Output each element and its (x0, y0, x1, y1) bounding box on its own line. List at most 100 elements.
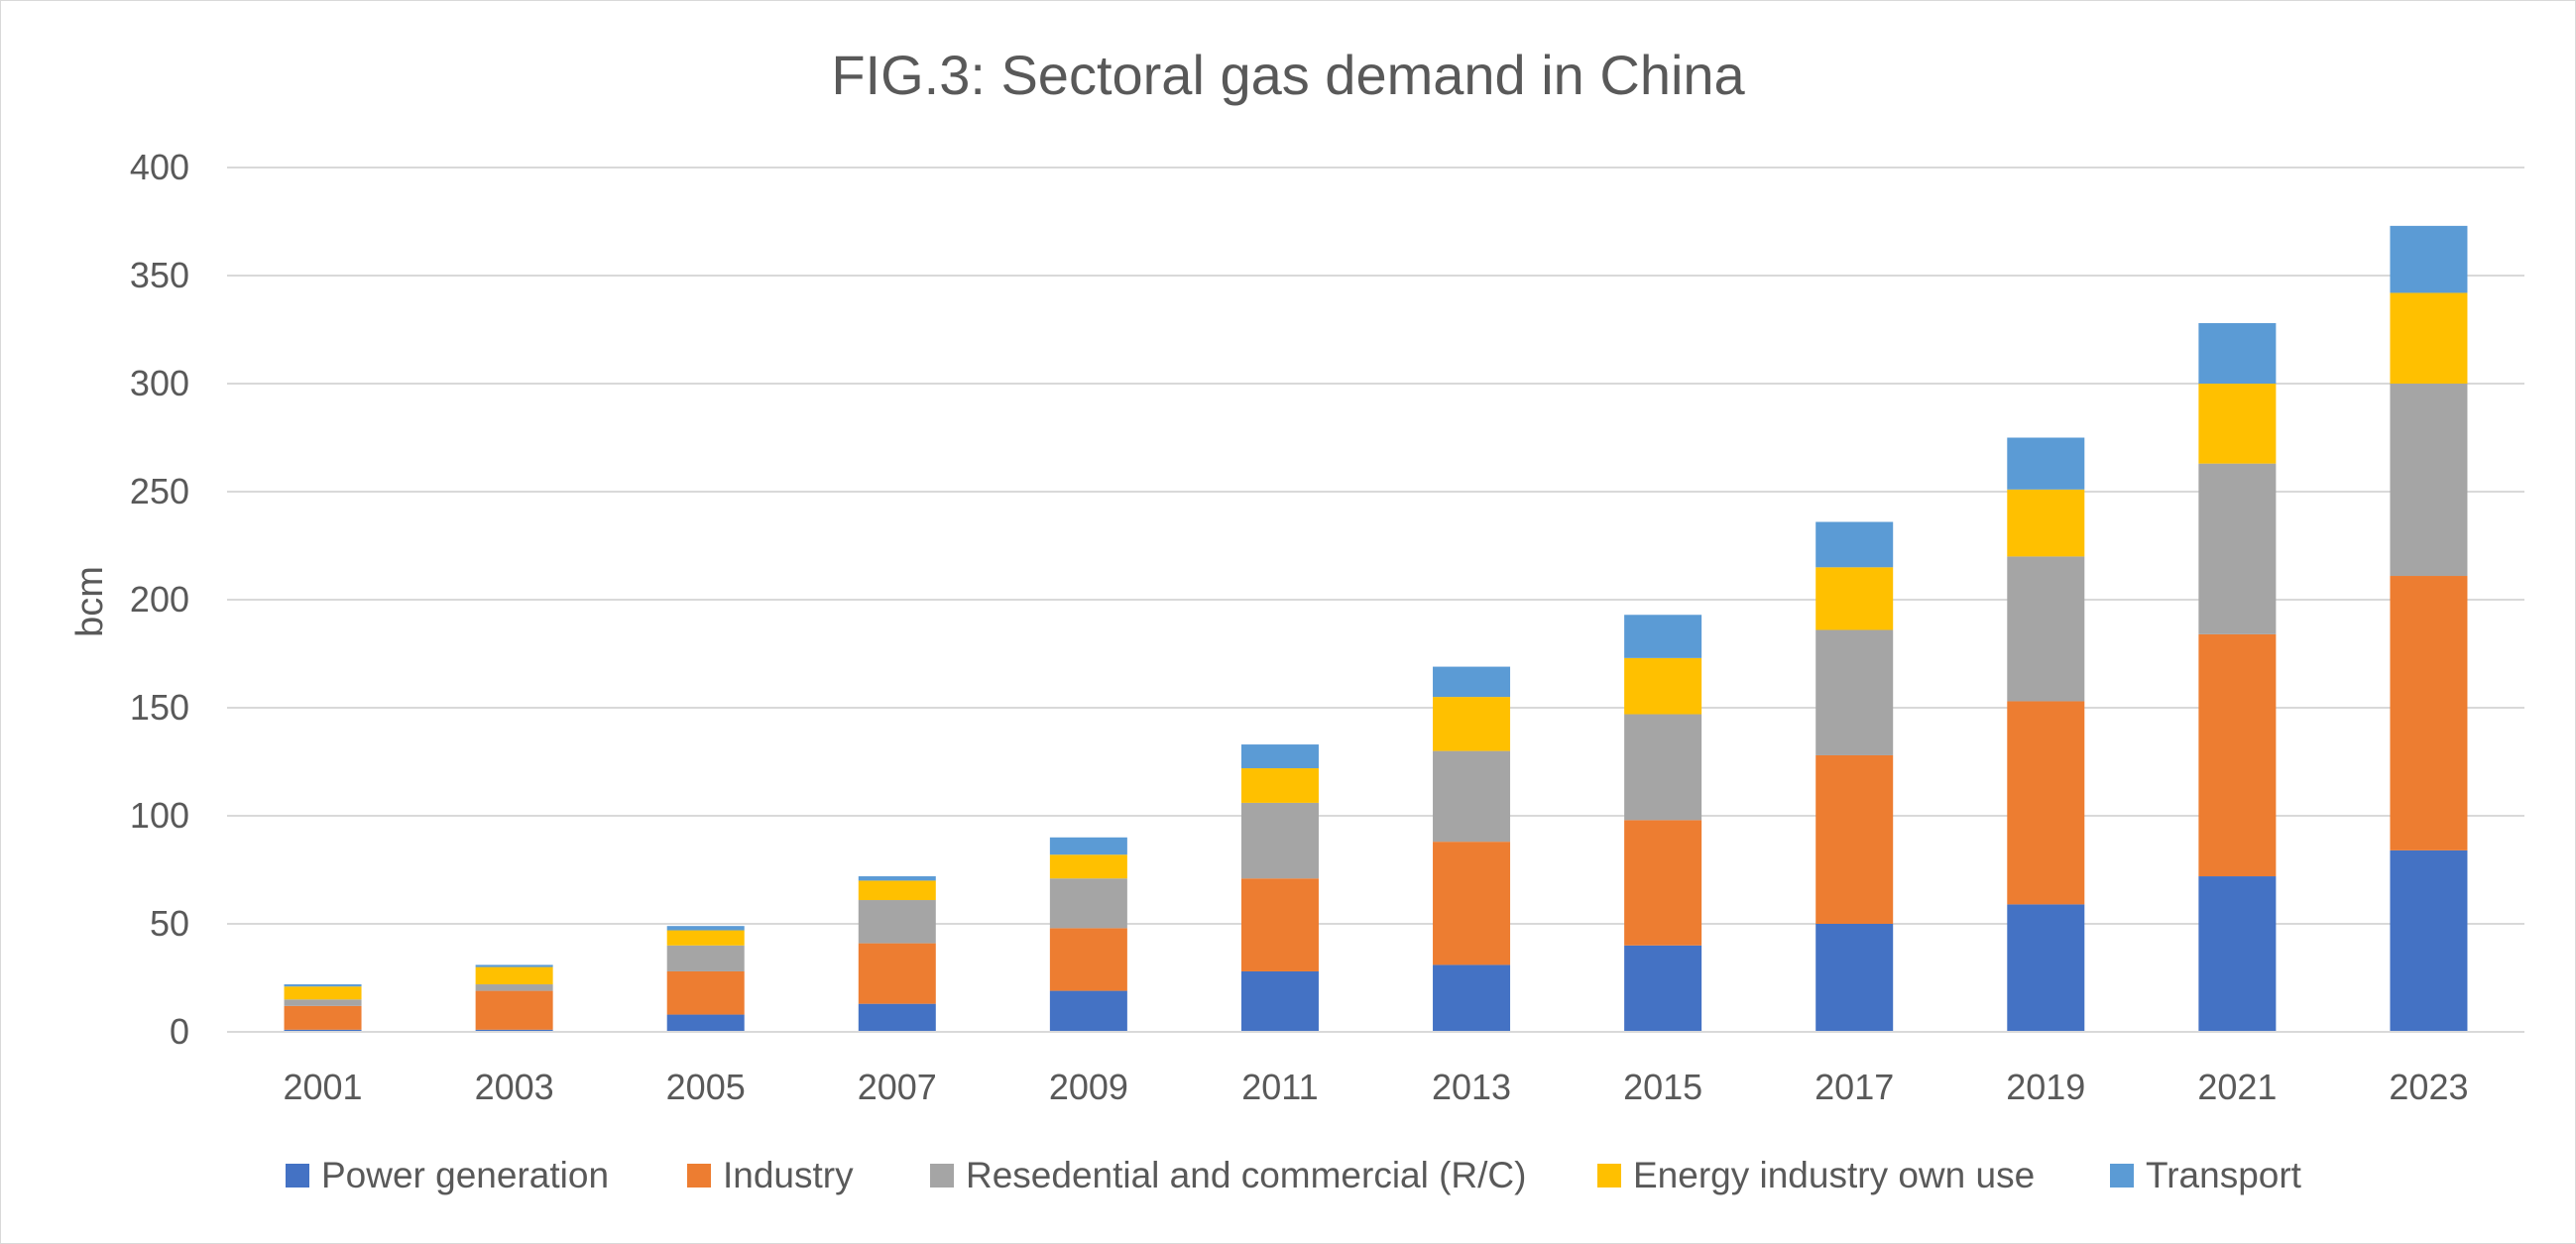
x-tick-label: 2021 (2197, 1067, 2277, 1107)
bar-segment (2007, 701, 2085, 905)
bar-segment (475, 990, 553, 1030)
y-tick-label: 100 (130, 795, 189, 836)
bar-segment (2198, 384, 2277, 464)
x-tick-label: 2023 (2389, 1067, 2468, 1107)
bar-segment (666, 970, 745, 1015)
bar-segment (1049, 878, 1127, 929)
bar-segment (858, 943, 936, 1004)
bar-segment (2390, 225, 2468, 293)
bar-segment (284, 999, 362, 1006)
y-tick-label: 350 (130, 255, 189, 295)
bar-segment (475, 964, 553, 967)
bar-segment (666, 945, 745, 971)
bar-segment (1433, 666, 1511, 698)
x-tick-label: 2009 (1049, 1067, 1128, 1107)
bar-segment (2198, 876, 2277, 1032)
legend-label: Transport (2146, 1155, 2302, 1195)
legend-swatch (2110, 1164, 2134, 1187)
bar-segment (666, 930, 745, 946)
y-tick-label: 50 (150, 903, 189, 944)
bar-segment (1049, 854, 1127, 879)
legend-swatch (286, 1164, 309, 1187)
bar-segment (2390, 384, 2468, 577)
y-tick-label: 300 (130, 363, 189, 403)
bar-segment (1240, 970, 1319, 1032)
bar-segment (1815, 924, 1894, 1032)
x-tick-label: 2005 (666, 1067, 746, 1107)
bar-segment (284, 984, 362, 987)
x-tick-label: 2011 (1241, 1067, 1318, 1107)
x-tick-label: 2019 (2006, 1067, 2085, 1107)
bar-segment (1624, 615, 1702, 658)
bar-segment (2390, 849, 2468, 1032)
x-tick-label: 2001 (283, 1067, 362, 1107)
bar-segment (2198, 633, 2277, 877)
bar-segment (2007, 904, 2085, 1032)
bar-segment (2007, 437, 2085, 490)
bar-segment (2198, 463, 2277, 634)
x-tick-label: 2007 (858, 1067, 937, 1107)
bar-segment (1815, 754, 1894, 924)
legend-label: Industry (723, 1155, 854, 1195)
bar-segment (1049, 928, 1127, 991)
x-tick-label: 2003 (475, 1067, 554, 1107)
legend-swatch (687, 1164, 711, 1187)
bar-segment (2390, 292, 2468, 384)
legend-swatch (930, 1164, 954, 1187)
bar-segment (858, 880, 936, 901)
bar-segment (1433, 842, 1511, 965)
bar-segment (1624, 714, 1702, 821)
bar-segment (284, 1029, 362, 1032)
bar-segment (1433, 697, 1511, 751)
bar-segment (2007, 556, 2085, 702)
bar-segment (2390, 576, 2468, 850)
x-tick-label: 2013 (1432, 1067, 1511, 1107)
bar-segment (858, 900, 936, 944)
bar-segment (1240, 744, 1319, 769)
y-axis-label: bcm (69, 566, 111, 637)
legend: Power generation Industry Resedential and … (286, 1155, 2302, 1195)
bar-segment (475, 1029, 553, 1032)
bar-segment (1815, 629, 1894, 755)
x-tick-label: 2017 (1815, 1067, 1894, 1107)
legend-label: Power generation (321, 1155, 609, 1195)
bar-segment (858, 876, 936, 881)
chart-title: FIG.3: Sectoral gas demand in China (831, 44, 1745, 106)
legend-swatch (1597, 1164, 1621, 1187)
gridlines (227, 167, 2524, 925)
bar-segment (1240, 802, 1319, 879)
y-tick-label: 400 (130, 147, 189, 187)
bar-segment (1624, 657, 1702, 715)
bar-segment (1433, 750, 1511, 843)
bar-segment (1815, 567, 1894, 630)
bar-segment (475, 984, 553, 991)
bar-segment (858, 1003, 936, 1032)
legend-label: Resedential and commercial (R/C) (966, 1155, 1526, 1195)
x-axis-ticks: 2001 2003 2005 2007 2009 2011 2013 2015 2017 2019… (283, 1067, 2468, 1107)
bar-segment (1433, 964, 1511, 1032)
y-tick-label: 0 (170, 1011, 189, 1052)
bar-segment (1240, 768, 1319, 803)
y-tick-label: 150 (130, 687, 189, 728)
y-tick-label: 200 (130, 579, 189, 620)
bar-segment (1049, 990, 1127, 1032)
y-axis-ticks: 0 50 100 150 200 250 300 350 400 (130, 147, 189, 1052)
bar-segment (666, 926, 745, 931)
y-tick-label: 250 (130, 471, 189, 511)
bar-segment (1624, 945, 1702, 1032)
bar-segment (1240, 878, 1319, 971)
bar-segment (2007, 489, 2085, 557)
bar-segment (1624, 820, 1702, 946)
bar-segment (1049, 837, 1127, 855)
bar-segment (284, 986, 362, 1000)
bar-segment (2198, 322, 2277, 384)
x-tick-label: 2015 (1623, 1067, 1702, 1107)
bars (284, 225, 2468, 1032)
bar-segment (666, 1014, 745, 1032)
bar-segment (284, 1005, 362, 1030)
bar-segment (1815, 521, 1894, 568)
legend-label: Energy industry own use (1633, 1155, 2035, 1195)
bar-segment (475, 966, 553, 985)
